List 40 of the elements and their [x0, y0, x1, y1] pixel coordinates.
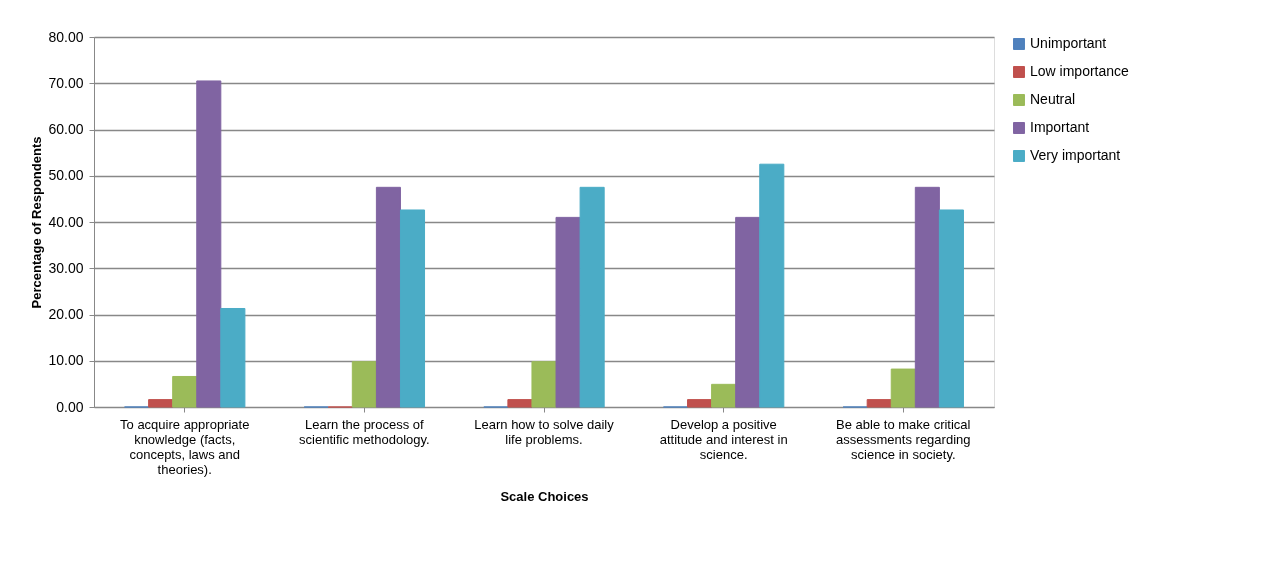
x-tick-label: Learn the process of scientific methodology. — [299, 416, 430, 447]
bar — [148, 399, 174, 408]
y-tick-label: 70.00 — [48, 74, 84, 91]
bar — [890, 368, 916, 408]
bar — [172, 375, 198, 408]
legend-label: Unimportant — [1030, 35, 1107, 51]
bar — [759, 163, 785, 408]
y-tick-label: 10.00 — [48, 352, 84, 369]
bar — [399, 209, 426, 408]
bar — [375, 186, 401, 408]
legend-label: Neutral — [1030, 91, 1076, 107]
y-tick-label: 50.00 — [48, 167, 84, 184]
bar — [938, 209, 964, 408]
y-tick-label: 30.00 — [48, 259, 84, 276]
bar — [579, 186, 605, 408]
legend-label: Very important — [1030, 147, 1121, 163]
bar — [351, 361, 377, 408]
legend-label: Low importance — [1030, 63, 1130, 79]
y-tick-label: 40.00 — [48, 213, 84, 230]
y-tick-label: 20.00 — [48, 306, 84, 322]
bar — [687, 399, 713, 408]
x-tick-label: Develop a positive attitude and interest in science. — [659, 416, 788, 462]
y-tick-label: 0.00 — [56, 398, 84, 415]
x-tick-label: To acquire appropriate knowledge (facts, concepts, laws and theories). — [120, 416, 250, 477]
bar — [735, 216, 761, 408]
bar — [220, 307, 246, 408]
bar — [914, 186, 940, 408]
x-tick-label: Learn how to solve daily life problems. — [474, 416, 615, 447]
y-axis-title: Percentage of Respondents — [29, 136, 45, 309]
bar — [866, 399, 892, 408]
bar — [507, 399, 533, 408]
bar — [531, 361, 557, 408]
bar — [196, 80, 222, 408]
x-tick-label: Be able to make critical assessments regarding science in society. — [836, 416, 971, 462]
y-tick-label: 80.00 — [48, 28, 84, 45]
y-tick-label: 60.00 — [48, 121, 84, 137]
bar — [555, 216, 581, 408]
legend-label: Important — [1030, 119, 1090, 135]
bar — [711, 383, 737, 408]
x-axis-title: Scale Choices — [500, 488, 589, 504]
